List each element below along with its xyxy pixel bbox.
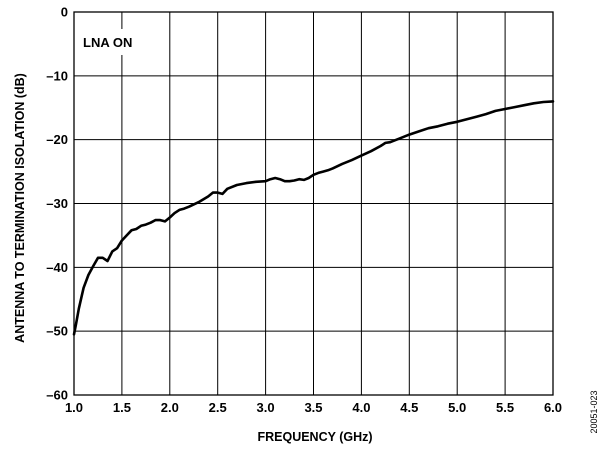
y-tick-label: –10: [46, 68, 68, 83]
y-tick-label: –60: [46, 388, 68, 403]
annotation-lna-on: LNA ON: [83, 35, 132, 50]
y-tick-label: –30: [46, 196, 68, 211]
y-tick-labels: 0 –10 –20 –30 –40 –50 –60: [46, 5, 68, 403]
x-tick-labels: 1.0 1.5 2.0 2.5 3.0 3.5 4.0 4.5 5.0 5.5 6.0: [65, 400, 562, 415]
x-tick-label: 2.5: [209, 400, 227, 415]
y-tick-label: –20: [46, 132, 68, 147]
series-group: [72, 100, 555, 336]
x-tick-label: 5.0: [448, 400, 466, 415]
plot-frame: [73, 11, 554, 396]
y-tick-label: –40: [46, 260, 68, 275]
x-axis-label: FREQUENCY (GHz): [257, 430, 372, 444]
y-tick-label: –50: [46, 324, 68, 339]
x-tick-label: 6.0: [544, 400, 562, 415]
y-axis-label: ANTENNA TO TERMINATION ISOLATION (dB): [13, 73, 27, 343]
x-tick-label: 3.0: [257, 400, 275, 415]
x-tick-label: 5.5: [496, 400, 514, 415]
figure-id: 20051-023: [589, 390, 599, 433]
x-tick-label: 4.0: [352, 400, 370, 415]
x-tick-label: 2.0: [161, 400, 179, 415]
grid-lines: [74, 12, 553, 395]
x-tick-label: 4.5: [400, 400, 418, 415]
y-tick-label: 0: [61, 5, 68, 20]
x-tick-label: 1.0: [65, 400, 83, 415]
annotation-background: [76, 29, 168, 55]
series-line-isolation: [72, 100, 555, 336]
x-tick-label: 3.5: [304, 400, 322, 415]
x-tick-label: 1.5: [113, 400, 131, 415]
